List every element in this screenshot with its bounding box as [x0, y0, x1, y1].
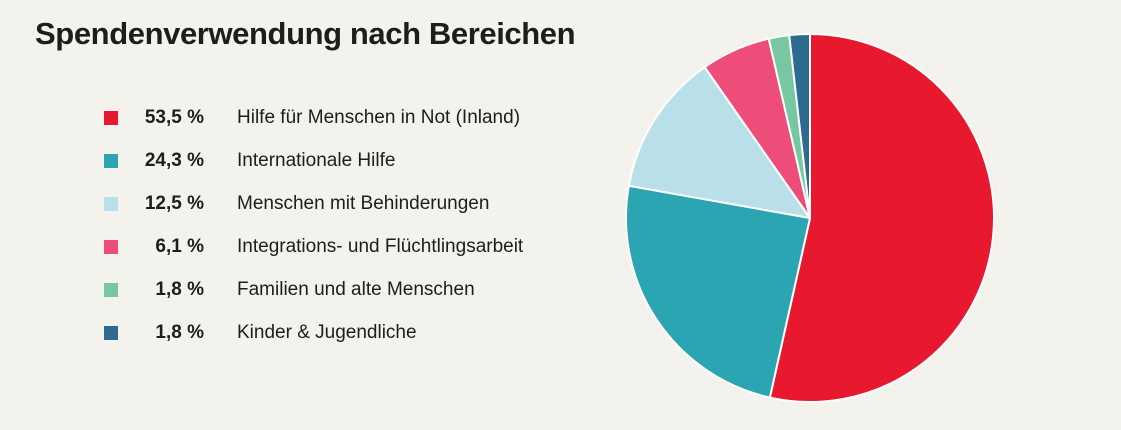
chart-legend: 53,5 % Hilfe für Menschen in Not (Inland)…	[104, 96, 574, 354]
legend-swatch	[104, 282, 118, 297]
legend-value: 1,8 %	[155, 278, 204, 300]
legend-label: Menschen mit Behinderungen	[237, 192, 490, 214]
legend-value: 53,5 %	[144, 106, 204, 128]
legend-value: 24,3 %	[144, 149, 204, 171]
legend-item: 1,8 % Kinder & Jugendliche	[104, 311, 574, 354]
pie-slice	[768, 33, 995, 403]
chart-title: Spendenverwendung nach Bereichen	[35, 16, 576, 51]
legend-swatch	[104, 239, 118, 254]
legend-value: 12,5 %	[144, 192, 204, 214]
legend-item: 12,5 % Menschen mit Behinderungen	[104, 182, 574, 225]
pie-slice	[625, 184, 811, 399]
pie-slice	[627, 66, 811, 219]
legend-swatch	[104, 196, 118, 211]
legend-label: Integrations- und Flüchtlingsarbeit	[237, 235, 524, 257]
legend-label: Kinder & Jugendliche	[237, 321, 417, 343]
legend-item: 53,5 % Hilfe für Menschen in Not (Inland)	[104, 96, 574, 139]
legend-value: 6,1 %	[155, 235, 204, 257]
legend-label: Internationale Hilfe	[237, 149, 396, 171]
legend-swatch	[104, 325, 118, 340]
pie-chart	[625, 33, 995, 403]
legend-label: Hilfe für Menschen in Not (Inland)	[237, 106, 521, 128]
legend-item: 24,3 % Internationale Hilfe	[104, 139, 574, 182]
legend-label: Familien und alte Menschen	[237, 278, 475, 300]
legend-swatch	[104, 110, 118, 125]
legend-value: 1,8 %	[155, 321, 204, 343]
pie-slice	[788, 33, 811, 219]
legend-item: 6,1 % Integrations- und Flüchtlingsarbeit	[104, 225, 574, 268]
legend-item: 1,8 % Familien und alte Menschen	[104, 268, 574, 311]
legend-swatch	[104, 153, 118, 168]
